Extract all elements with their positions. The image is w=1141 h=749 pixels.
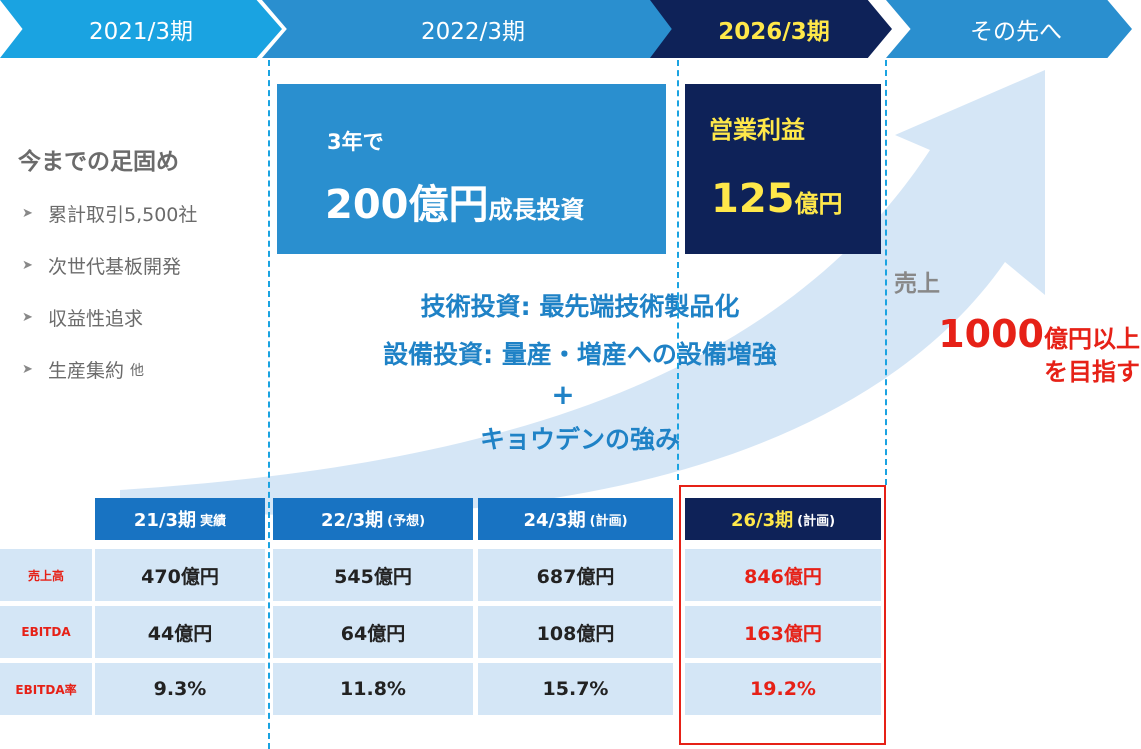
table-cell: 15.7% xyxy=(478,663,673,715)
table-cell: 108億円 xyxy=(478,606,673,658)
sales-goal-value: 1000 xyxy=(938,312,1044,356)
operating-profit-label: 営業利益 xyxy=(709,116,805,144)
table-cell: 846億円 xyxy=(685,549,881,601)
investment-amount-line: 200億円成長投資 xyxy=(325,172,585,230)
table-cell: 545億円 xyxy=(273,549,473,601)
sales-goal-unit: 億円以上 xyxy=(1044,325,1140,353)
highlight-outline xyxy=(679,485,886,745)
divider-dashed xyxy=(268,60,270,749)
arrow-bullet-icon: ➤ xyxy=(22,206,33,221)
table-header-21: 21/3期 実績 xyxy=(95,498,265,540)
table-header-24: 24/3期 (計画) xyxy=(478,498,673,540)
table-cell: 687億円 xyxy=(478,549,673,601)
list-item: ➤ 収益性追求 xyxy=(22,308,144,330)
timeline-step-2022: 2022/3期 xyxy=(262,0,676,58)
operating-profit-unit: 億円 xyxy=(794,190,843,218)
timeline-step-2026: 2026/3期 xyxy=(650,0,892,58)
list-item: ➤ 生産集約他 xyxy=(22,360,145,382)
divider-dashed xyxy=(677,60,679,480)
investment-prefix: 3年で xyxy=(327,130,384,154)
arrow-bullet-icon: ➤ xyxy=(22,310,33,325)
investment-box: 3年で 200億円成長投資 xyxy=(277,84,666,254)
strategy-line-2: 設備投資: 量産・増産への設備増強 xyxy=(383,340,777,369)
table-cell: 163億円 xyxy=(685,606,881,658)
sales-label: 売上 xyxy=(894,271,940,297)
table-cell: 470億円 xyxy=(95,549,265,601)
table-cell: 19.2% xyxy=(685,663,881,715)
strategy-line-1: 技術投資: 最先端技術製品化 xyxy=(420,292,740,321)
row-label-sales: 売上高 xyxy=(0,549,92,601)
divider-dashed xyxy=(885,60,887,485)
arrow-bullet-icon: ➤ xyxy=(22,258,33,273)
operating-profit-line: 125億円 xyxy=(711,176,843,222)
list-item: ➤ 累計取引5,500社 xyxy=(22,204,198,226)
timeline-step-2021: 2021/3期 xyxy=(0,0,282,58)
sales-goal-line: 1000億円以上 xyxy=(900,312,1140,356)
arrow-bullet-icon: ➤ xyxy=(22,362,33,377)
table-header-22: 22/3期 (予想) xyxy=(273,498,473,540)
investment-amount: 200億円 xyxy=(325,182,489,228)
operating-profit-box: 営業利益 125億円 xyxy=(685,84,881,254)
table-cell: 64億円 xyxy=(273,606,473,658)
table-cell: 44億円 xyxy=(95,606,265,658)
table-cell: 9.3% xyxy=(95,663,265,715)
operating-profit-value: 125 xyxy=(711,176,795,222)
row-label-ebitda: EBITDA xyxy=(0,606,92,658)
investment-suffix: 成長投資 xyxy=(488,196,585,224)
table-cell: 11.8% xyxy=(273,663,473,715)
list-item: ➤ 次世代基板開発 xyxy=(22,256,182,278)
table-header-26: 26/3期 (計画) xyxy=(685,498,881,540)
strategy-line-3: キョウデンの強み xyxy=(479,425,680,454)
strategy-plus: + xyxy=(551,378,575,411)
foundation-title: 今までの足固め xyxy=(18,149,179,175)
timeline-step-future: その先へ xyxy=(886,0,1132,58)
sales-goal-line2: を目指す xyxy=(1044,358,1140,386)
row-label-ebitda-rate: EBITDA率 xyxy=(0,663,92,715)
